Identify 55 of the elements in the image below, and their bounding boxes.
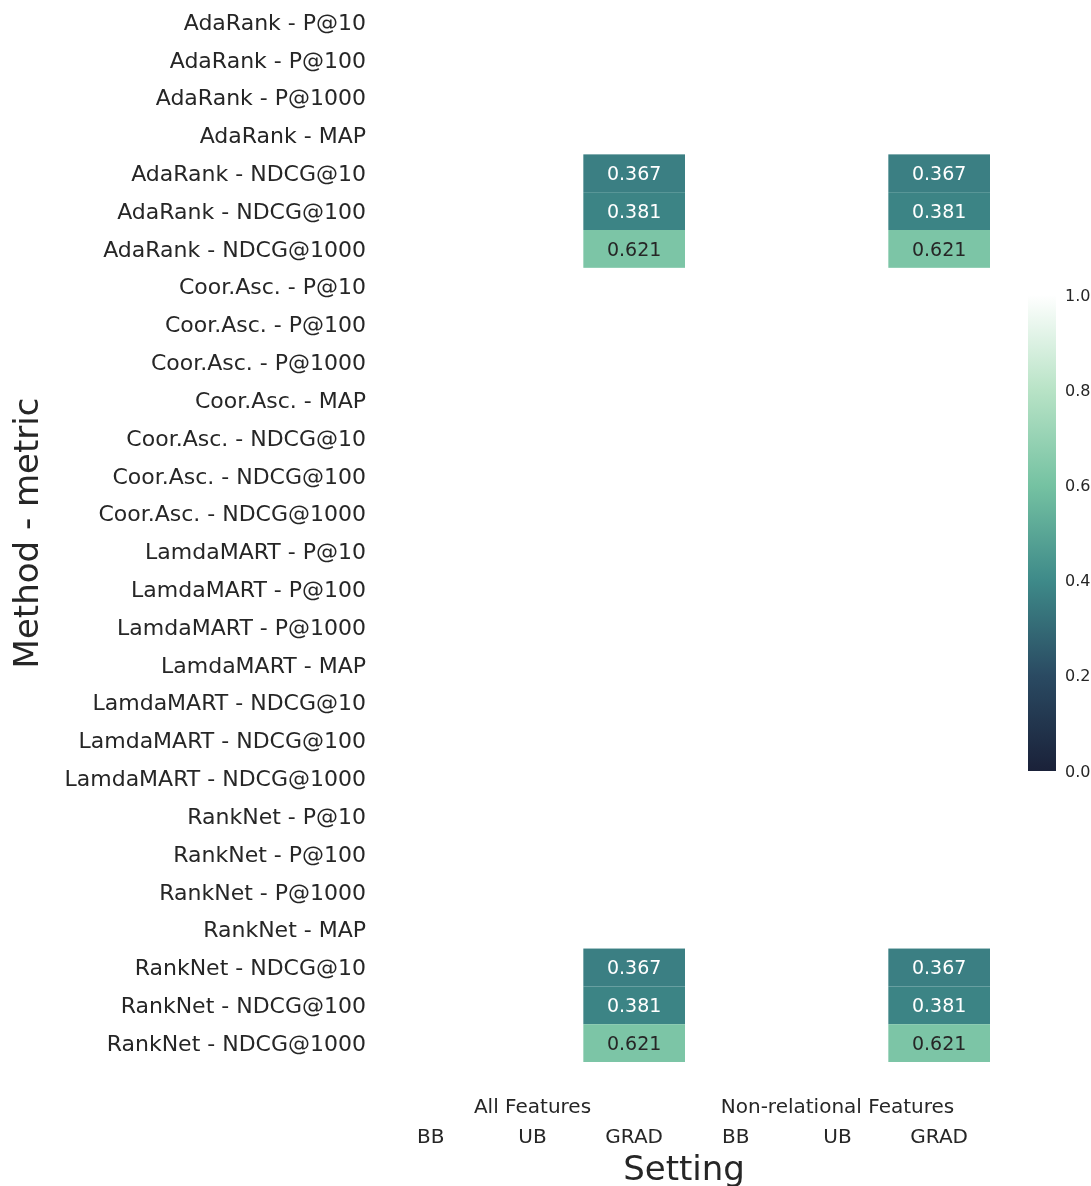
y-tick-label: RankNet - MAP — [203, 917, 366, 943]
data-label: 0.367 — [911, 161, 967, 184]
y-tick-label: RankNet - NDCG@1000 — [106, 1030, 366, 1056]
y-tick-label: RankNet - P@10 — [187, 803, 366, 829]
y-tick-label: Coor.Asc. - P@1000 — [150, 350, 366, 376]
y-tick-label: AdaRank - NDCG@10 — [131, 160, 366, 186]
y-tick-label: RankNet - P@100 — [173, 841, 366, 867]
y-tick-label: LamdaMART - P@10 — [145, 539, 366, 565]
y-tick-label: AdaRank - P@1000 — [155, 85, 366, 111]
y-tick-label: AdaRank - P@100 — [169, 47, 366, 73]
y-tick-label: AdaRank - MAP — [199, 123, 366, 149]
data-label: 0.381 — [911, 993, 967, 1016]
x-tick-label: BB — [417, 1124, 445, 1148]
x-tick-label: BB — [722, 1124, 750, 1148]
y-tick-label: Coor.Asc. - NDCG@10 — [126, 425, 366, 451]
data-label: 0.367 — [911, 956, 967, 979]
y-tick-label: LamdaMART - NDCG@10 — [92, 690, 366, 716]
data-label: 0.621 — [911, 1031, 967, 1054]
data-label: 0.381 — [606, 199, 662, 222]
color-bar-label: 0.6 — [1065, 476, 1091, 496]
data-label: 0.381 — [911, 199, 967, 222]
x-tick-label: GRAD — [605, 1124, 663, 1148]
y-tick-label: AdaRank - NDCG@1000 — [103, 236, 366, 262]
x-tick-label: UB — [518, 1124, 547, 1148]
y-tick-label: LamdaMART - NDCG@1000 — [64, 766, 366, 792]
y-tick-label: RankNet - NDCG@10 — [134, 955, 366, 981]
y-tick-label: Coor.Asc. - NDCG@1000 — [98, 501, 366, 527]
data-label: 0.367 — [606, 956, 662, 979]
y-axis-title: Method - metric — [6, 397, 46, 669]
y-tick-label: RankNet - P@1000 — [159, 879, 366, 905]
color-bar-label: 0.8 — [1065, 380, 1091, 400]
color-bar-label: 1.0 — [1065, 285, 1091, 305]
y-tick-label: LamdaMART - NDCG@100 — [78, 728, 366, 754]
y-tick-label: LamdaMART - P@1000 — [117, 614, 366, 640]
data-label: 0.367 — [606, 161, 662, 184]
y-tick-label: Coor.Asc. - P@10 — [178, 274, 366, 300]
y-tick-label: AdaRank - NDCG@100 — [117, 198, 366, 224]
color-bar-label: 0.4 — [1065, 571, 1091, 591]
y-tick-label: Coor.Asc. - P@100 — [164, 312, 366, 338]
text: All Features — [473, 1094, 592, 1118]
y-tick-label: LamdaMART - MAP — [161, 652, 366, 678]
x-tick-label: GRAD — [910, 1124, 968, 1148]
y-tick-label: LamdaMART - P@100 — [131, 576, 366, 602]
y-tick-label: Coor.Asc. - NDCG@100 — [112, 463, 366, 489]
data-label: 0.381 — [606, 993, 662, 1016]
color-bar-label: 0.2 — [1065, 666, 1091, 686]
y-tick-label: Coor.Asc. - MAP — [194, 387, 366, 413]
data-label: 0.621 — [911, 237, 967, 260]
y-tick-label: RankNet - NDCG@100 — [120, 992, 366, 1018]
color-bar-label: 0.0 — [1065, 761, 1091, 781]
data-label: 0.621 — [606, 237, 662, 260]
x-tick-label: UB — [823, 1124, 852, 1148]
text: Non-relational Features — [720, 1094, 955, 1118]
data-label: 0.621 — [606, 1031, 662, 1054]
y-tick-label: AdaRank - P@10 — [183, 9, 366, 35]
